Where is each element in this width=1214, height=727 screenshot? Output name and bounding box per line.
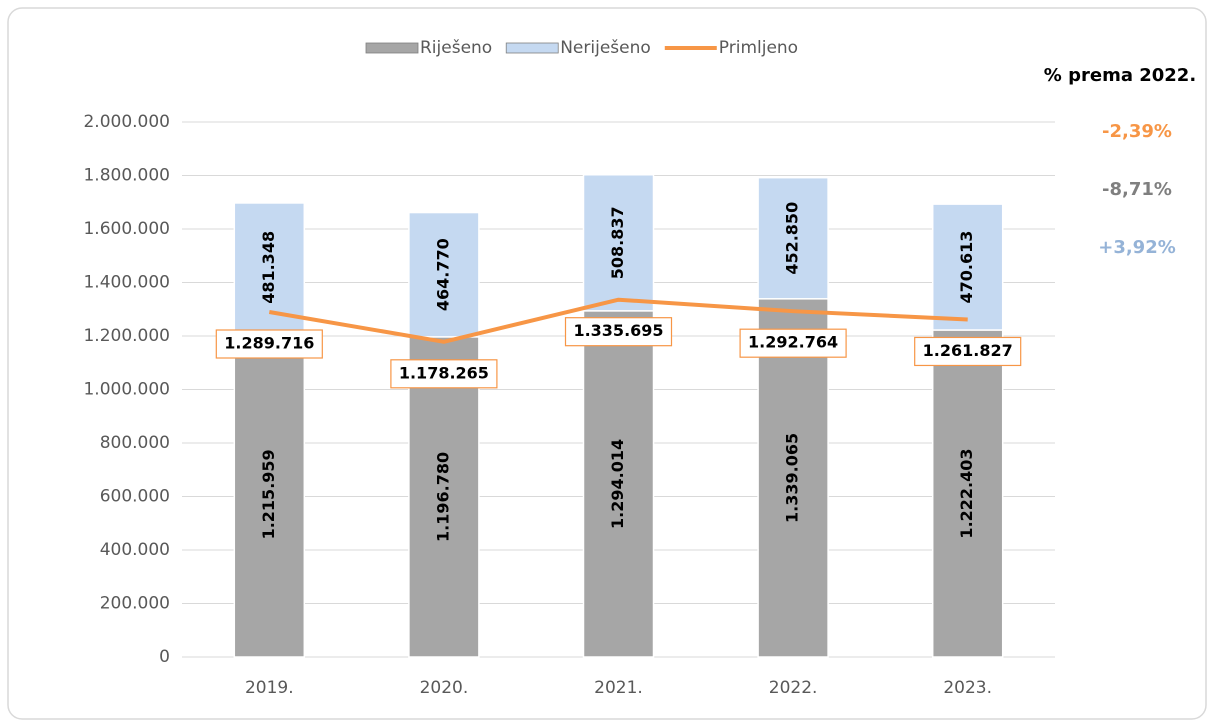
data-label: 452.850 xyxy=(783,202,802,275)
annotation-title: % prema 2022. xyxy=(1044,65,1196,86)
y-tick-label: 1.600.000 xyxy=(83,219,170,239)
legend-label: Primljeno xyxy=(719,38,798,58)
line-series xyxy=(268,297,968,344)
y-tick-label: 1.400.000 xyxy=(83,273,170,293)
bar-segment xyxy=(582,310,655,658)
annotation: -8,71% xyxy=(1102,179,1172,200)
bar-segment xyxy=(931,329,1004,658)
data-label: 1.294.014 xyxy=(608,439,627,529)
data-label: 1.335.695 xyxy=(573,321,663,340)
y-tick-label: 400.000 xyxy=(100,540,170,560)
legend-label: Neriješeno xyxy=(560,38,651,58)
data-label: 470.613 xyxy=(957,231,976,304)
data-label: 1.289.716 xyxy=(224,334,314,353)
data-label-box xyxy=(914,336,1022,367)
bar-segment xyxy=(757,176,829,300)
data-label: 1.292.764 xyxy=(748,333,838,352)
data-label: 1.196.780 xyxy=(433,452,452,542)
annotation: -2,39% xyxy=(1102,121,1172,142)
y-tick-label: 2.000.000 xyxy=(83,112,170,132)
y-tick-label: 0 xyxy=(159,647,170,667)
data-label-box xyxy=(564,317,673,347)
annotation: +3,92% xyxy=(1098,237,1176,258)
data-label: 1.339.065 xyxy=(783,433,802,523)
y-tick-label: 1.200.000 xyxy=(83,326,170,346)
bar-segment xyxy=(408,336,480,658)
data-label: 1.222.403 xyxy=(957,448,976,538)
bar-segment xyxy=(233,202,306,333)
data-label: 508.837 xyxy=(608,206,627,279)
data-label-box xyxy=(390,359,498,389)
data-label: 1.215.959 xyxy=(259,449,278,539)
bar-segment xyxy=(931,203,1004,331)
data-label: 464.770 xyxy=(433,238,452,311)
bar-segment xyxy=(233,330,306,658)
data-label: 481.348 xyxy=(259,231,278,304)
data-label-box xyxy=(739,328,847,358)
legend-swatch xyxy=(505,42,559,54)
data-label-box xyxy=(215,329,323,359)
y-tick-label: 1.000.000 xyxy=(83,380,170,400)
legend-swatch xyxy=(365,42,419,54)
bar-segment xyxy=(582,173,655,312)
x-tick-label: 2021. xyxy=(594,678,643,698)
data-label: 1.261.827 xyxy=(923,341,1013,360)
bar-segment xyxy=(408,211,480,338)
x-tick-label: 2023. xyxy=(943,678,992,698)
y-tick-label: 1.800.000 xyxy=(83,166,170,186)
data-label: 1.178.265 xyxy=(399,363,489,382)
y-tick-label: 800.000 xyxy=(100,433,170,453)
bar-segment xyxy=(757,298,829,658)
x-tick-label: 2020. xyxy=(420,678,469,698)
x-tick-label: 2019. xyxy=(245,678,294,698)
y-tick-label: 200.000 xyxy=(100,594,170,614)
legend-label: Riješeno xyxy=(420,38,492,58)
x-tick-label: 2022. xyxy=(769,678,818,698)
y-tick-label: 600.000 xyxy=(100,487,170,507)
